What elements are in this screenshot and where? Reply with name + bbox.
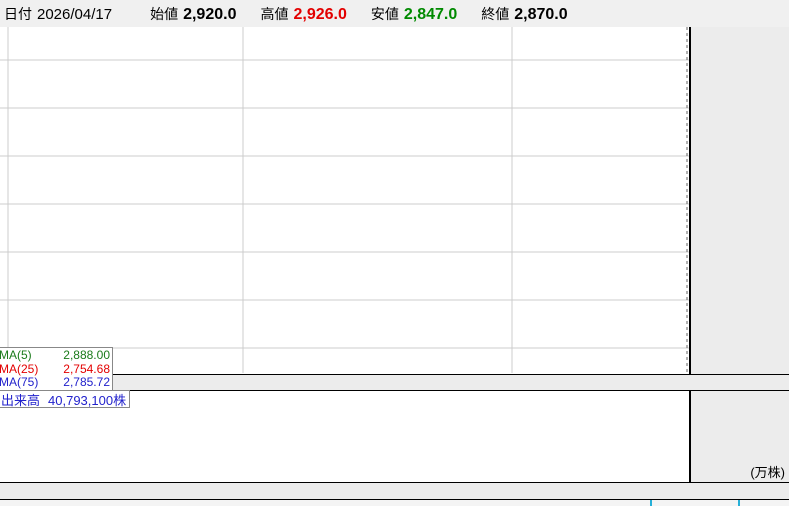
ma-legend-row: MA(25) 2,754.68 bbox=[0, 361, 110, 377]
ma-legend: MA(5) 2,888.00 MA(25) 2,754.68 MA(75) 2,… bbox=[0, 347, 113, 393]
ma75-label: MA(75) bbox=[0, 375, 39, 389]
scrollbar-tick bbox=[738, 500, 740, 506]
ma5-label: MA(5) bbox=[0, 348, 32, 362]
header-low: 安値 2,847.0 bbox=[371, 4, 457, 24]
open-value: 2,920.0 bbox=[183, 5, 237, 23]
volume-axis: (万株) bbox=[690, 391, 789, 482]
header-high: 高値 2,926.0 bbox=[260, 4, 346, 24]
ma-legend-row: MA(75) 2,785.72 bbox=[0, 375, 110, 390]
ma-legend-row: MA(5) 2,888.00 bbox=[0, 348, 110, 363]
price-chart-panel[interactable]: MA(5) 2,888.00 MA(25) 2,754.68 MA(75) 2,… bbox=[0, 27, 690, 393]
low-label: 安値 bbox=[370, 5, 399, 22]
high-label: 高値 bbox=[260, 5, 289, 22]
close-label: 終値 bbox=[481, 5, 510, 22]
volume-value: 40,793,100株 bbox=[48, 392, 127, 408]
volume-x-axis bbox=[0, 482, 789, 500]
ma25-label: MA(25) bbox=[0, 361, 39, 376]
price-x-axis bbox=[0, 374, 789, 391]
ma5-value: 2,888.00 bbox=[63, 348, 110, 362]
header-close: 終値 2,870.0 bbox=[481, 4, 567, 24]
volume-legend: 出来高 40,793,100株 bbox=[0, 390, 131, 408]
header-date: 日付 2026/04/17 bbox=[4, 4, 112, 24]
close-value: 2,870.0 bbox=[514, 5, 568, 23]
open-label: 始値 bbox=[150, 5, 179, 22]
header-open: 始値 2,920.0 bbox=[150, 4, 236, 24]
ma75-value: 2,785.72 bbox=[63, 375, 110, 389]
high-value: 2,926.0 bbox=[293, 5, 347, 23]
date-label: 日付 bbox=[4, 5, 32, 22]
price-chart-canvas bbox=[0, 27, 689, 373]
price-axis bbox=[690, 27, 789, 374]
volume-chart-panel[interactable]: 出来高 40,793,100株 bbox=[0, 390, 690, 482]
volume-label: 出来高 bbox=[1, 392, 41, 408]
horizontal-scrollbar[interactable] bbox=[0, 500, 789, 506]
quote-header: 日付 2026/04/17 始値 2,920.0 高値 2,926.0 安値 2… bbox=[0, 0, 789, 28]
low-value: 2,847.0 bbox=[403, 5, 458, 23]
volume-unit-label: (万株) bbox=[750, 465, 785, 480]
scrollbar-tick bbox=[650, 500, 652, 506]
date-value: 2026/04/17 bbox=[37, 5, 113, 23]
ma25-value: 2,754.68 bbox=[63, 361, 110, 376]
